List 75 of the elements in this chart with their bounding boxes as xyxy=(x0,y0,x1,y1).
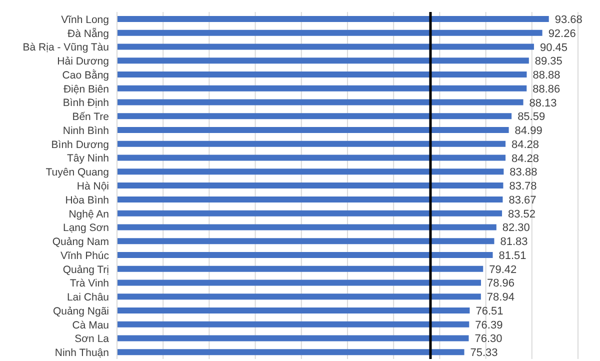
bar xyxy=(117,154,506,161)
data-label: 76.51 xyxy=(476,305,504,318)
bar xyxy=(117,99,524,106)
data-label: 75.33 xyxy=(470,347,498,360)
bar xyxy=(117,321,470,328)
bar xyxy=(117,16,549,22)
y-tick-label: Cao Bằng xyxy=(62,68,110,82)
y-tick-label: Bến Tre xyxy=(72,111,110,124)
y-tick-label: Điện Biên xyxy=(63,83,110,96)
data-label: 84.99 xyxy=(514,125,542,138)
data-label: 81.51 xyxy=(498,250,526,262)
data-label: 88.13 xyxy=(529,97,557,110)
bar xyxy=(117,196,503,202)
bar xyxy=(117,140,506,147)
data-label: 78.94 xyxy=(486,292,514,304)
y-tick-label: Bà Rịa - Vũng Tàu xyxy=(22,42,110,54)
bar xyxy=(117,280,482,286)
bar xyxy=(117,335,469,342)
y-tick-label: Bình Dương xyxy=(51,138,110,151)
bar xyxy=(117,210,502,216)
y-tick-label: Cà Mau xyxy=(72,319,110,332)
bar xyxy=(117,307,470,314)
data-label: 85.59 xyxy=(518,111,546,124)
bar xyxy=(117,85,527,92)
data-label: 92.26 xyxy=(548,28,576,40)
y-tick-label: Tây Ninh xyxy=(66,152,110,165)
y-tick-label: Đà Nẵng xyxy=(68,26,110,40)
data-label: 78.96 xyxy=(487,278,515,290)
y-tick-label: Quảng Trị xyxy=(62,264,109,276)
data-label: 83.67 xyxy=(508,194,536,206)
bar xyxy=(117,127,509,134)
data-label: 93.68 xyxy=(554,14,582,26)
data-label: 89.35 xyxy=(534,56,562,68)
bar xyxy=(117,30,542,36)
data-label: 90.45 xyxy=(540,42,568,54)
bar xyxy=(117,294,481,300)
bar xyxy=(117,238,494,244)
y-tick-label: Vĩnh Phúc xyxy=(60,250,109,262)
y-tick-label: Lạng Sơn xyxy=(62,222,110,234)
y-tick-label: Hà Nội xyxy=(76,180,109,192)
bar xyxy=(117,266,484,272)
data-label: 81.83 xyxy=(500,236,528,248)
data-label: 84.28 xyxy=(512,138,540,151)
bar xyxy=(117,72,527,78)
y-tick-label: Sơn La xyxy=(74,333,110,346)
y-tick-label: Bình Định xyxy=(62,97,110,110)
y-tick-label: Nghệ An xyxy=(68,208,110,220)
y-tick-label: Trà Vinh xyxy=(70,278,110,290)
y-tick-label: Hải Dương xyxy=(57,56,110,68)
data-label: 84.28 xyxy=(512,152,540,165)
data-label: 83.88 xyxy=(510,166,538,179)
y-tick-label: Tuyên Quang xyxy=(46,166,110,179)
data-label: 76.30 xyxy=(474,333,502,346)
data-label: 79.42 xyxy=(489,264,517,276)
y-tick-label: Vĩnh Long xyxy=(61,14,110,26)
bar xyxy=(117,349,464,356)
bar xyxy=(117,168,504,175)
data-label: 88.88 xyxy=(532,70,560,82)
data-label: 82.30 xyxy=(502,222,530,234)
bar xyxy=(117,182,504,189)
bar xyxy=(117,252,493,258)
data-label: 83.78 xyxy=(509,180,537,193)
data-label: 83.52 xyxy=(508,208,536,220)
bar xyxy=(117,44,534,50)
y-tick-label: Ninh Bình xyxy=(62,124,110,137)
data-label: 76.39 xyxy=(475,319,503,332)
y-tick-label: Quảng Nam xyxy=(52,236,110,248)
y-tick-label: Ninh Thuận xyxy=(54,347,110,360)
bar xyxy=(117,58,529,64)
bar xyxy=(117,224,496,230)
y-tick-label: Lai Châu xyxy=(66,292,110,304)
bar xyxy=(117,113,512,120)
y-tick-label: Hòa Bình xyxy=(65,194,110,206)
y-tick-label: Quảng Ngãi xyxy=(52,305,109,318)
data-label: 88.86 xyxy=(532,83,560,96)
